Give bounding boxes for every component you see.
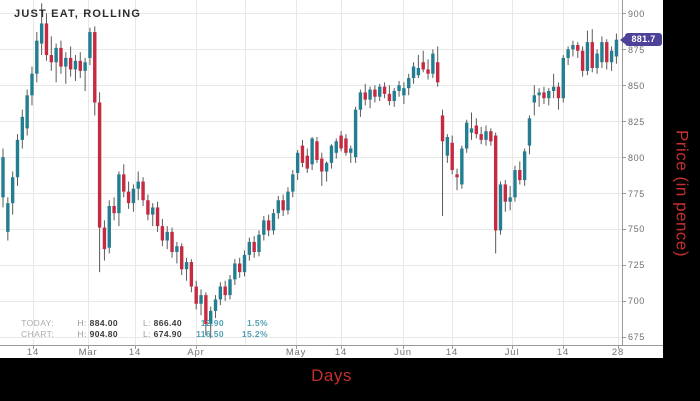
x-tick-label: Jun bbox=[394, 347, 412, 358]
chart-change: 116.50 bbox=[196, 329, 224, 339]
stats-row-chart: CHART: H: 904.80 L: 674.90 116.50 15.2% bbox=[10, 329, 268, 339]
x-tick-label: Jul bbox=[504, 347, 520, 358]
y-tick-label: 875 bbox=[628, 44, 645, 55]
chart-change-pct: 15.2% bbox=[241, 329, 268, 339]
today-change-pct: 1.5% bbox=[247, 318, 268, 328]
x-tick-label: 14 bbox=[445, 347, 459, 358]
x-axis-title: Days bbox=[311, 366, 352, 385]
y-tick-label: 850 bbox=[628, 80, 645, 91]
x-tick-label: 14 bbox=[128, 347, 142, 358]
high-prefix: H: bbox=[77, 318, 87, 328]
high-prefix: H: bbox=[77, 329, 87, 339]
y-axis-title: Price (in pence) bbox=[672, 130, 692, 258]
low-prefix: L: bbox=[142, 318, 151, 328]
y-tick-label: 800 bbox=[628, 152, 645, 163]
chart-low: L: 674.90 bbox=[118, 329, 182, 339]
today-high: H: 884.00 bbox=[54, 318, 118, 328]
today-high-value: 884.00 bbox=[89, 318, 118, 328]
today-low-value: 866.40 bbox=[153, 318, 182, 328]
last-price-value: 881.7 bbox=[631, 34, 656, 44]
chart-title: JUST EAT, ROLLING bbox=[14, 8, 142, 20]
low-prefix: L: bbox=[142, 329, 151, 339]
y-tick-label: 775 bbox=[628, 188, 645, 199]
y-tick-label: 750 bbox=[628, 224, 645, 235]
x-tick-label: 14 bbox=[26, 347, 40, 358]
x-tick-label: 14 bbox=[556, 347, 570, 358]
badge-arrow-icon bbox=[620, 35, 625, 44]
chart-high: H: 904.80 bbox=[54, 329, 118, 339]
y-tick-label: 825 bbox=[628, 116, 645, 127]
today-change: 12.90 bbox=[200, 318, 224, 328]
x-tick-label: May bbox=[285, 347, 307, 358]
x-tick-label: 14 bbox=[334, 347, 348, 358]
today-label: TODAY: bbox=[21, 318, 54, 328]
y-tick-label: 725 bbox=[628, 260, 645, 271]
x-tick-label: Apr bbox=[187, 347, 205, 358]
stats-block: TODAY: H: 884.00 L: 866.40 12.90 1.5% CH… bbox=[10, 318, 268, 340]
stats-row-today: TODAY: H: 884.00 L: 866.40 12.90 1.5% bbox=[10, 318, 268, 328]
chart-high-value: 904.80 bbox=[89, 329, 118, 339]
x-tick-label: Mar bbox=[78, 347, 98, 358]
chart-label: CHART: bbox=[21, 329, 54, 339]
chart-panel: JUST EAT, ROLLING 900 875 850 825 800 775 750 7… bbox=[0, 0, 663, 358]
last-price-badge: 881.7 bbox=[620, 33, 662, 46]
y-tick-label: 900 bbox=[628, 8, 645, 19]
y-tick-label: 675 bbox=[628, 332, 645, 343]
chart-low-value: 674.90 bbox=[153, 329, 182, 339]
y-tick-label: 700 bbox=[628, 296, 645, 307]
x-tick-label: 28 bbox=[611, 347, 625, 358]
today-low: L: 866.40 bbox=[118, 318, 182, 328]
